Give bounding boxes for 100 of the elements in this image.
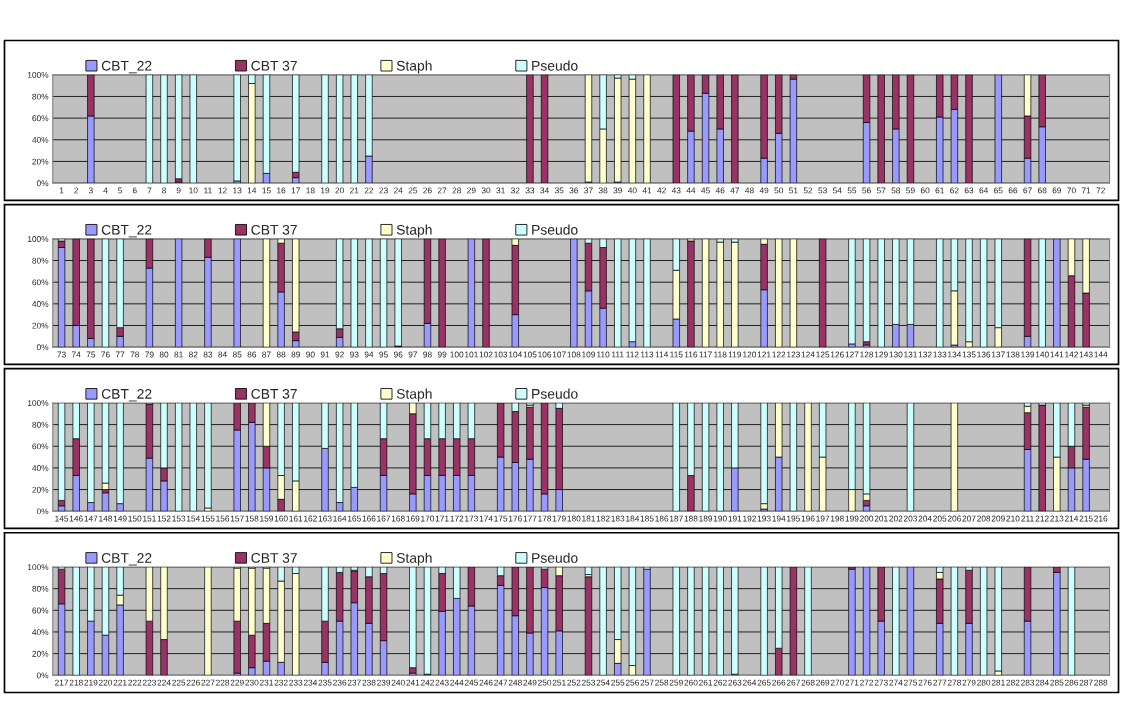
x-tick-label: 154	[186, 515, 200, 522]
x-tick-label: 34	[540, 187, 549, 194]
x-tick-label: 8	[162, 187, 166, 194]
x-tick-label: 230	[245, 679, 259, 686]
x-tick-label: 246	[479, 679, 493, 686]
legend-label: CBT_22	[101, 60, 152, 74]
y-tick-label: 60%	[32, 115, 49, 122]
x-tick-label: 3	[88, 187, 93, 194]
x-tick-label: 141	[1050, 351, 1064, 358]
legend-label: CBT_22	[101, 553, 152, 566]
x-tick-label: 148	[99, 515, 113, 522]
x-tick-label: 133	[933, 351, 947, 358]
x-tick-label: 268	[801, 679, 815, 686]
x-tick-label: 170	[421, 515, 435, 522]
x-tick-label: 224	[157, 679, 171, 686]
x-tick-label: 220	[98, 679, 113, 686]
x-tick-label: 176	[508, 515, 522, 522]
x-tick-label: 227	[201, 679, 215, 686]
x-tick-label: 178	[538, 515, 552, 522]
x-tick-label: 83	[203, 351, 213, 358]
y-tick-label: 60%	[32, 607, 49, 614]
x-tick-label: 127	[845, 351, 859, 358]
x-tick-label: 15	[262, 187, 271, 194]
x-tick-label: 90	[306, 351, 315, 358]
x-tick-label: 84	[218, 351, 227, 358]
x-tick-label: 206	[947, 515, 961, 522]
x-tick-label: 263	[728, 679, 742, 686]
x-tick-label: 33	[525, 187, 535, 194]
x-tick-label: 156	[216, 515, 230, 522]
x-tick-label: 142	[1065, 351, 1078, 358]
legend-label: Pseudo	[532, 552, 578, 563]
x-tick-label: 41	[642, 187, 652, 194]
x-tick-label: 124	[801, 351, 815, 358]
x-tick-label: 2	[74, 187, 79, 194]
x-tick-label: 11	[204, 187, 212, 194]
x-tick-label: 92	[335, 351, 344, 358]
x-tick-label: 53	[818, 187, 827, 194]
x-tick-label: 204	[918, 515, 932, 522]
x-tick-label: 69	[1052, 187, 1062, 194]
x-tick-label: 113	[641, 351, 654, 358]
x-tick-label: 14	[247, 187, 257, 194]
x-tick-label: 67	[1023, 187, 1032, 194]
x-tick-label: 226	[186, 679, 200, 686]
y-tick-label: 20%	[32, 158, 49, 165]
x-tick-label: 146	[69, 515, 83, 522]
x-tick-label: 76	[101, 351, 110, 358]
x-tick-label: 75	[86, 351, 96, 358]
x-tick-label: 181	[582, 515, 596, 522]
x-tick-label: 257	[640, 679, 654, 686]
legend-label: Staph	[396, 388, 432, 402]
x-tick-label: 167	[377, 515, 391, 522]
x-tick-label: 143	[1079, 351, 1093, 358]
x-tick-label: 20	[335, 187, 344, 194]
x-tick-label: 31	[496, 187, 505, 194]
x-tick-label: 36	[569, 187, 579, 194]
x-tick-label: 212	[1035, 515, 1049, 522]
x-tick-label: 195	[787, 515, 800, 522]
x-tick-label: 109	[582, 351, 596, 358]
x-tick-label: 128	[860, 351, 874, 358]
y-tick-label: 100%	[27, 72, 49, 78]
x-tick-label: 231	[259, 679, 274, 686]
x-tick-label: 186	[655, 515, 669, 522]
x-tick-label: 232	[274, 679, 288, 686]
x-tick-label: 161	[289, 515, 303, 522]
x-tick-label: 100	[450, 351, 464, 358]
x-tick-label: 222	[128, 679, 142, 686]
x-tick-label: 202	[889, 515, 903, 522]
x-tick-label: 71	[1081, 187, 1091, 194]
x-tick-label: 116	[684, 351, 698, 358]
x-tick-label: 261	[699, 679, 713, 686]
x-tick-label: 49	[759, 187, 769, 194]
x-tick-label: 287	[1079, 679, 1093, 686]
y-tick-label: 40%	[32, 136, 49, 143]
x-tick-label: 235	[318, 679, 332, 686]
x-tick-label: 88	[276, 351, 286, 358]
x-tick-label: 55	[847, 187, 857, 194]
x-tick-label: 250	[538, 679, 552, 686]
x-tick-label: 19	[321, 187, 330, 194]
x-tick-label: 158	[245, 515, 259, 522]
x-tick-label: 59	[906, 187, 915, 194]
x-tick-label: 27	[437, 187, 447, 194]
x-tick-label: 129	[874, 351, 888, 358]
x-tick-label: 153	[172, 515, 186, 522]
x-tick-label: 229	[230, 679, 244, 686]
x-tick-label: 238	[362, 679, 376, 686]
x-tick-label: 276	[918, 679, 932, 686]
x-tick-label: 175	[494, 515, 508, 522]
x-tick-label: 16	[277, 187, 286, 194]
x-tick-label: 211	[1021, 515, 1034, 522]
x-tick-label: 193	[757, 515, 771, 522]
x-tick-label: 46	[715, 187, 725, 194]
x-tick-label: 152	[157, 515, 171, 522]
x-tick-label: 89	[291, 351, 300, 358]
x-tick-label: 120	[743, 351, 757, 358]
x-tick-label: 214	[1064, 515, 1079, 522]
y-tick-label: 100%	[27, 400, 49, 407]
x-tick-label: 60	[920, 187, 930, 194]
x-tick-label: 173	[465, 515, 478, 522]
x-tick-label: 68	[1037, 187, 1047, 194]
x-tick-label: 54	[832, 187, 842, 194]
